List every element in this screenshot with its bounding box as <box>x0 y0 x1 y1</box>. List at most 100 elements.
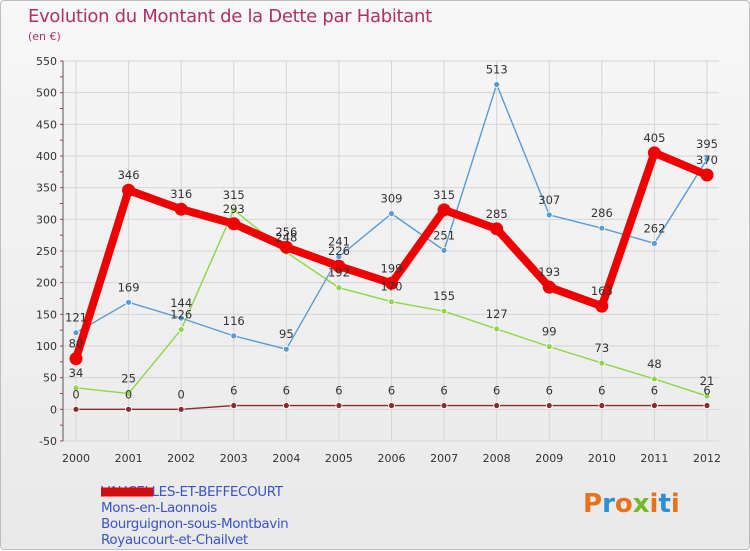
data-point <box>332 259 346 273</box>
data-label: 193 <box>538 265 560 279</box>
y-tick-label: 550 <box>36 55 57 68</box>
data-label: 251 <box>433 228 455 242</box>
data-point <box>595 299 609 313</box>
data-point <box>385 276 398 290</box>
data-point <box>388 210 395 218</box>
x-tick-label: 2011 <box>640 452 668 465</box>
data-label: 73 <box>595 341 610 355</box>
data-label: 95 <box>279 327 294 341</box>
data-label: 192 <box>328 266 350 280</box>
data-label: 262 <box>643 221 665 235</box>
x-tick-label: 2010 <box>588 452 616 465</box>
data-point <box>651 402 658 409</box>
data-point <box>388 402 395 409</box>
y-tick-label: 150 <box>36 308 57 321</box>
data-label: 34 <box>69 366 84 380</box>
data-point <box>282 402 290 409</box>
x-tick-label: 2004 <box>272 452 300 465</box>
data-label: 0 <box>178 387 185 401</box>
legend-item-bourguignon: Bourguignon-sous-Montbavin <box>101 491 289 532</box>
y-tick-label: 100 <box>36 340 57 353</box>
legend-label: Royaucourt-et-Chailvet <box>101 532 248 548</box>
data-label: 6 <box>703 384 710 398</box>
data-point <box>125 390 132 397</box>
data-label: 285 <box>486 207 508 221</box>
data-point <box>703 402 711 409</box>
proxiti-logo: Proxiti <box>583 489 680 519</box>
data-label: 144 <box>170 296 192 310</box>
data-point <box>598 359 606 367</box>
y-tick-label: 50 <box>43 372 57 385</box>
data-label: 169 <box>118 280 140 294</box>
data-point <box>125 298 132 306</box>
data-label: 286 <box>591 206 613 220</box>
data-point <box>440 402 448 409</box>
data-label: 6 <box>651 384 658 398</box>
data-point <box>647 146 661 160</box>
chart-subtitle: (en €) <box>28 30 61 43</box>
y-tick-label: 200 <box>36 277 57 290</box>
y-tick-label: 0 <box>50 403 57 416</box>
data-label: 163 <box>591 284 613 298</box>
data-point <box>230 332 238 340</box>
data-label: 6 <box>230 384 237 398</box>
data-label: 307 <box>538 193 560 207</box>
data-point <box>122 183 136 197</box>
logo-letter: r <box>602 489 615 519</box>
data-point <box>388 298 395 306</box>
data-point <box>437 203 451 217</box>
data-point <box>545 343 553 351</box>
data-point <box>545 211 553 219</box>
data-label: 121 <box>65 311 87 325</box>
data-point <box>72 405 80 413</box>
data-point <box>493 81 501 88</box>
legend-item-mons: Mons-en-Laonnois <box>101 491 288 516</box>
data-label: 99 <box>542 325 557 339</box>
logo-letter: P <box>583 489 603 519</box>
data-point <box>440 246 448 254</box>
data-point <box>493 325 501 333</box>
data-label: 170 <box>381 280 403 294</box>
x-tick-label: 2008 <box>483 452 511 465</box>
data-label: 6 <box>388 384 395 398</box>
x-tick-label: 2002 <box>167 452 195 465</box>
logo-letter: t <box>658 489 671 519</box>
data-label: 6 <box>546 384 553 398</box>
data-label: 127 <box>486 307 508 321</box>
data-label: 0 <box>125 387 132 401</box>
data-point <box>177 326 185 333</box>
x-tick-label: 2005 <box>325 452 353 465</box>
data-label: 226 <box>328 244 350 258</box>
data-point <box>335 284 343 292</box>
data-label: 126 <box>170 308 192 322</box>
data-label: 6 <box>440 384 447 398</box>
x-tick-label: 2012 <box>693 452 721 465</box>
data-label: 513 <box>486 62 508 76</box>
logo-letter: i <box>649 489 659 519</box>
data-point <box>69 352 83 366</box>
data-label: 6 <box>335 384 342 398</box>
data-label: 25 <box>121 372 136 386</box>
legend-swatch-royaucourt <box>101 491 153 493</box>
data-label: 309 <box>381 192 403 206</box>
y-tick-label: -50 <box>39 435 57 448</box>
data-point <box>545 402 553 409</box>
data-point <box>279 240 293 254</box>
data-label: 21 <box>700 374 715 388</box>
logo-letter: o <box>614 489 633 519</box>
data-label: 116 <box>223 314 245 328</box>
data-point <box>177 405 185 413</box>
y-tick-label: 500 <box>36 87 57 100</box>
y-tick-label: 400 <box>36 150 57 163</box>
data-point <box>703 155 711 163</box>
data-point <box>490 222 504 236</box>
data-point <box>440 307 448 315</box>
data-label: 346 <box>118 168 140 182</box>
data-label: 241 <box>328 235 350 249</box>
data-label: 155 <box>433 289 455 303</box>
data-point <box>335 402 343 409</box>
x-tick-label: 2006 <box>378 452 406 465</box>
logo-letter: i <box>670 489 680 519</box>
data-point <box>125 405 132 413</box>
